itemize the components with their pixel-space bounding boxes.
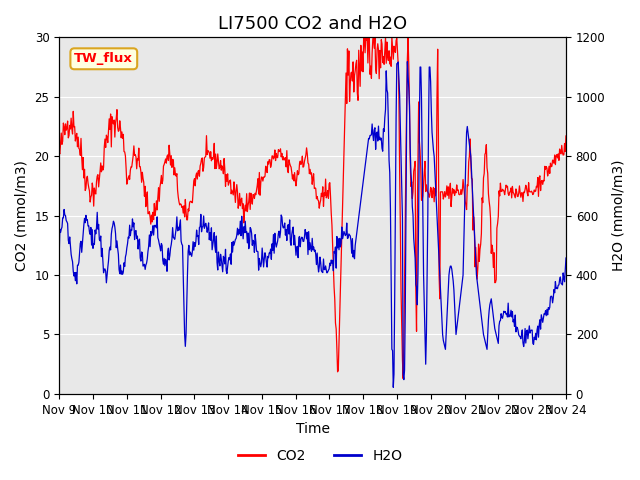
H2O — [374, 138, 381, 144]
CO2 — [65, 135, 72, 141]
CO2 — [374, 47, 382, 53]
Line: CO2: CO2 — [59, 37, 566, 379]
Title: LI7500 CO2 and H2O: LI7500 CO2 and H2O — [218, 15, 407, 33]
Y-axis label: H2O (mmol/m3): H2O (mmol/m3) — [611, 160, 625, 271]
CO2 — [195, 168, 203, 173]
CO2 — [116, 125, 124, 131]
H2O — [195, 241, 203, 247]
Text: TW_flux: TW_flux — [74, 52, 133, 65]
CO2 — [562, 133, 570, 139]
H2O — [388, 348, 396, 353]
H2O — [562, 255, 570, 261]
H2O — [65, 238, 72, 243]
H2O — [116, 262, 124, 268]
CO2 — [360, 35, 367, 40]
CO2 — [399, 376, 407, 382]
CO2 — [55, 149, 63, 155]
Legend: CO2, H2O: CO2, H2O — [232, 443, 408, 468]
H2O — [168, 236, 176, 242]
Line: H2O: H2O — [59, 61, 566, 387]
H2O — [55, 255, 63, 261]
H2O — [389, 384, 397, 390]
Y-axis label: CO2 (mmol/m3): CO2 (mmol/m3) — [15, 160, 29, 271]
CO2 — [389, 56, 397, 62]
CO2 — [168, 165, 176, 170]
X-axis label: Time: Time — [296, 422, 330, 436]
H2O — [404, 59, 412, 64]
